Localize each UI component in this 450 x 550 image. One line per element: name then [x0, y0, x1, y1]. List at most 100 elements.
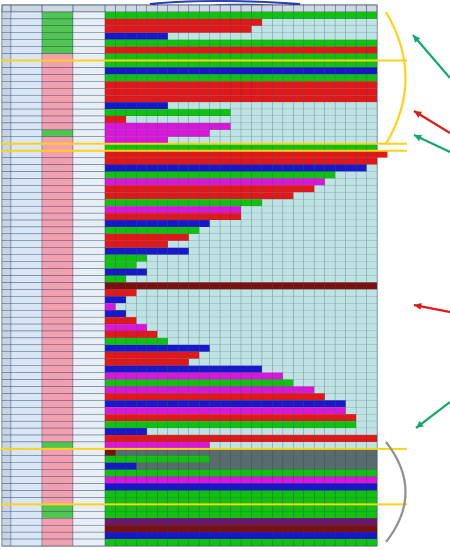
progress-cell — [167, 233, 179, 241]
progress-cell — [199, 81, 210, 89]
progress-cell — [199, 74, 210, 82]
progress-cell — [199, 53, 210, 61]
progress-cell — [335, 497, 346, 505]
date-cell — [72, 108, 106, 117]
progress-cell — [136, 199, 147, 207]
progress-cell — [261, 46, 273, 54]
progress-cell — [230, 525, 241, 533]
progress-cell — [282, 532, 294, 540]
progress-cell — [188, 39, 200, 47]
progress-cell — [303, 469, 315, 477]
progress-cell — [366, 532, 377, 540]
progress-cell — [146, 206, 158, 214]
progress-cell — [366, 88, 377, 96]
progress-cell — [293, 532, 304, 540]
progress-cell — [157, 351, 168, 359]
progress-cell — [157, 81, 168, 89]
progress-cell — [272, 60, 283, 68]
type-cell — [41, 60, 74, 68]
date-cell — [72, 441, 106, 450]
progress-cell — [178, 129, 189, 137]
progress-cell — [125, 400, 137, 408]
progress-cell — [241, 282, 252, 290]
row-number-cell — [1, 150, 12, 158]
id-cell — [10, 247, 43, 255]
progress-cell — [199, 483, 210, 491]
progress-cell — [241, 39, 252, 47]
type-cell — [41, 115, 74, 124]
progress-cell — [293, 171, 304, 179]
progress-cell — [261, 525, 273, 533]
progress-cell — [125, 171, 137, 179]
progress-cell — [282, 483, 294, 491]
progress-cell — [115, 18, 126, 26]
row-number-cell — [1, 427, 12, 436]
progress-cell — [125, 150, 137, 158]
progress-cell — [220, 206, 231, 214]
id-cell — [10, 497, 43, 505]
id-cell — [10, 206, 43, 214]
progress-cell — [125, 185, 137, 193]
type-cell — [41, 53, 74, 61]
table-row — [1, 254, 378, 262]
row-number-cell — [1, 504, 12, 512]
progress-cell — [136, 25, 147, 33]
progress-cell — [167, 351, 179, 359]
progress-cell — [105, 462, 116, 470]
progress-cell — [209, 25, 221, 33]
progress-cell — [230, 532, 241, 540]
row-number-cell — [1, 323, 12, 332]
progress-cell — [178, 518, 189, 526]
progress-cell — [261, 157, 273, 165]
progress-cell — [314, 88, 325, 96]
progress-cell — [282, 157, 294, 165]
schedule-grid — [1, 4, 407, 547]
row-number-cell — [1, 296, 12, 304]
progress-cell — [293, 12, 304, 19]
progress-cell — [105, 428, 116, 436]
progress-cell — [261, 497, 273, 505]
progress-cell — [324, 60, 336, 68]
progress-cell — [146, 365, 158, 373]
date-cell — [72, 226, 106, 235]
table-row — [1, 296, 378, 304]
progress-cell — [167, 421, 179, 429]
progress-cell — [220, 421, 231, 429]
type-cell — [41, 164, 74, 172]
progress-cell — [178, 25, 189, 33]
progress-cell — [324, 39, 336, 47]
progress-cell — [272, 164, 283, 172]
progress-cell — [293, 490, 304, 498]
progress-cell — [335, 532, 346, 540]
progress-cell — [115, 393, 126, 401]
progress-cell — [324, 518, 336, 526]
date-cell — [72, 316, 106, 325]
progress-cell — [220, 60, 231, 68]
progress-cell — [272, 95, 283, 103]
row-number-cell — [1, 199, 12, 207]
row-number-cell — [1, 379, 12, 387]
progress-cell — [136, 226, 147, 234]
progress-cell — [293, 67, 304, 75]
row-number-cell — [1, 192, 12, 200]
progress-cell — [115, 12, 126, 19]
date-cell — [72, 25, 106, 33]
progress-cell — [125, 88, 137, 96]
progress-cell — [157, 393, 168, 401]
progress-cell — [199, 282, 210, 290]
table-row — [1, 32, 378, 40]
progress-cell — [199, 199, 210, 207]
progress-cell — [324, 88, 336, 96]
progress-cell — [105, 102, 116, 110]
progress-cell — [146, 95, 158, 103]
progress-cell — [105, 157, 116, 165]
progress-cell — [314, 532, 325, 540]
id-cell — [10, 275, 43, 283]
progress-cell — [303, 476, 315, 484]
progress-cell — [146, 46, 158, 54]
table-row — [1, 282, 378, 290]
type-cell — [41, 46, 74, 54]
date-cell — [72, 393, 106, 401]
table-row — [1, 60, 378, 68]
progress-cell — [261, 532, 273, 540]
